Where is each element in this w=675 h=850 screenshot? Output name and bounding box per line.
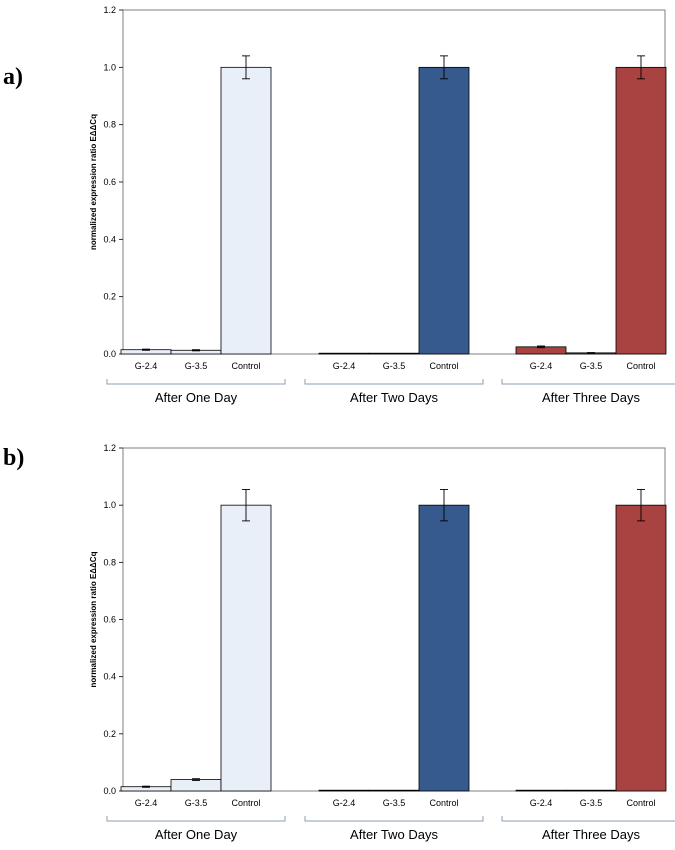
y-tick-label: 0.2	[103, 729, 116, 739]
chart-b: 0.0 0.2 0.4 0.6 0.8 1.0 1.2 normalized expressi…	[89, 443, 675, 842]
plot-frame	[122, 447, 666, 792]
bar	[318, 352, 370, 355]
group-bracket	[304, 816, 484, 822]
category-label: G-3.5	[185, 361, 208, 371]
bar	[418, 504, 470, 792]
chart-a: 0.0 0.2 0.4 0.6 0.8 1.0 1.2 normalized expressi…	[89, 5, 675, 405]
category-label: G-2.4	[530, 798, 553, 808]
category-label: G-2.4	[333, 361, 356, 371]
category-label: G-3.5	[580, 361, 603, 371]
group-label: After Two Days	[350, 827, 438, 842]
y-tick-label: 0.4	[103, 234, 116, 244]
y-tick-label: 1.2	[103, 5, 116, 15]
category-label: G-3.5	[580, 798, 603, 808]
bar	[220, 66, 272, 355]
category-label: Control	[429, 798, 458, 808]
category-label: G-3.5	[185, 798, 208, 808]
y-axis-label: normalized expression ratio EΔΔCq	[89, 551, 98, 687]
panel-label: a)	[3, 64, 23, 90]
category-label: G-2.4	[530, 361, 553, 371]
plot-frame	[122, 9, 666, 355]
y-tick-label: 1.0	[103, 62, 116, 72]
bar	[615, 504, 667, 792]
bar	[515, 789, 567, 792]
bar	[220, 504, 272, 792]
y-tick-label: 0.2	[103, 292, 116, 302]
y-tick-label: 0.6	[103, 177, 116, 187]
y-tick-label: 0.0	[103, 786, 116, 796]
category-label: Control	[231, 798, 260, 808]
y-tick-label: 1.2	[103, 443, 116, 453]
group-label: After Three Days	[542, 827, 641, 842]
group-bracket	[304, 379, 484, 385]
bar	[418, 66, 470, 355]
panel-a: a) 0.0 0.2 0.4 0.6 0.8 1.0 1.2 normalized expre…	[0, 0, 675, 422]
bar	[368, 352, 420, 355]
y-axis-label: normalized expression ratio EΔΔCq	[89, 114, 98, 250]
y-tick-label: 0.8	[103, 120, 116, 130]
category-label: Control	[626, 798, 655, 808]
group-label: After One Day	[155, 390, 238, 405]
category-label: G-3.5	[383, 361, 406, 371]
bar	[170, 779, 222, 792]
bar	[318, 789, 370, 792]
y-tick-label: 0.0	[103, 349, 116, 359]
group-label: After Three Days	[542, 390, 641, 405]
y-tick-label: 0.6	[103, 615, 116, 625]
group-bracket	[106, 379, 286, 385]
y-tick-label: 0.8	[103, 557, 116, 567]
group-bracket	[501, 816, 675, 822]
group-label: After One Day	[155, 827, 238, 842]
panel-b: b) 0.0 0.2 0.4 0.6 0.8 1.0 1.2 normalized expre…	[0, 437, 675, 850]
category-label: Control	[626, 361, 655, 371]
y-tick-label: 0.4	[103, 672, 116, 682]
bar	[615, 66, 667, 355]
y-tick-label: 1.0	[103, 500, 116, 510]
group-label: After Two Days	[350, 390, 438, 405]
bar	[368, 789, 420, 792]
bar	[565, 789, 617, 792]
group-bracket	[501, 379, 675, 385]
category-label: Control	[429, 361, 458, 371]
category-label: G-2.4	[333, 798, 356, 808]
category-label: G-3.5	[383, 798, 406, 808]
category-label: G-2.4	[135, 798, 158, 808]
group-bracket	[106, 816, 286, 822]
category-label: G-2.4	[135, 361, 158, 371]
panel-label: b)	[3, 445, 25, 471]
category-label: Control	[231, 361, 260, 371]
